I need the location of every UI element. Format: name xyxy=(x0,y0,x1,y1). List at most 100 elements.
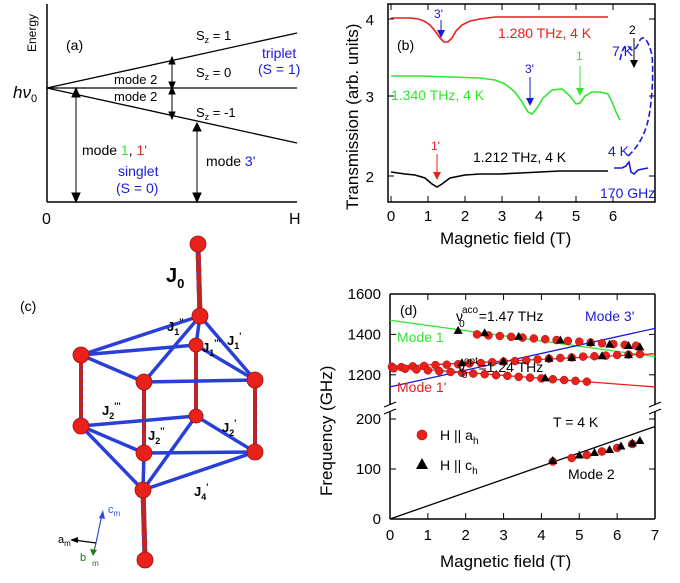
opt-label: νopt 0=1.24 THz xyxy=(458,356,543,381)
data-point-circle xyxy=(510,356,520,366)
data-point-circle xyxy=(472,330,482,339)
data-point-circle xyxy=(503,371,512,381)
data-point-circle xyxy=(434,366,444,376)
sz-minus-label: Sz = -1 xyxy=(196,105,236,122)
panel-b-x-ticklabel: 0 xyxy=(387,208,395,225)
atom xyxy=(135,444,153,462)
data-point-circle xyxy=(548,374,558,384)
data-point-circle xyxy=(533,355,542,364)
panel-b-y-ticklabel-4: 4 xyxy=(366,12,374,29)
svg-text:2: 2 xyxy=(629,23,636,37)
data-point-triangle xyxy=(574,450,584,459)
data-point-circle xyxy=(431,360,440,370)
data-point-triangle xyxy=(499,356,509,365)
trace-red xyxy=(391,16,608,43)
data-point-circle xyxy=(423,366,433,375)
panel-d-label: (d) xyxy=(400,302,417,318)
data-point-circle xyxy=(506,332,516,342)
axis-a-label: am xyxy=(58,534,71,548)
atom xyxy=(134,481,152,499)
data-point-circle xyxy=(556,353,565,363)
panel-a-energy-label: Energy xyxy=(25,14,39,52)
data-point-triangle xyxy=(589,448,599,456)
atoms xyxy=(72,235,264,569)
panel-d-x-ticklabel: 5 xyxy=(575,527,583,544)
data-point-circle xyxy=(476,358,486,368)
data-point-circle xyxy=(559,375,569,385)
panel-c: (c) xyxy=(20,235,264,569)
panel-d-y-ticklabels: 1200 1400 1600 0 100 200 xyxy=(348,286,381,528)
mode1-line-label: Mode 1 xyxy=(397,329,444,345)
data-point-circle xyxy=(590,351,599,361)
panel-b-x-ticklabel: 4 xyxy=(535,208,543,225)
mode3-arrow xyxy=(192,121,202,204)
data-point-triangle xyxy=(555,335,565,344)
data-point-triangle xyxy=(540,373,550,382)
data-point-triangle xyxy=(624,350,633,359)
panel-d-x-ticklabels: 0 1 2 3 4 5 6 7 xyxy=(386,527,659,544)
mode2-lower: mode 2 xyxy=(114,89,157,104)
mode3-label: mode 3' xyxy=(206,153,255,169)
data-point-triangle xyxy=(514,331,524,340)
data-point-circle xyxy=(465,359,474,368)
trace-blue-solid xyxy=(614,160,649,176)
data-point-circle xyxy=(635,349,645,359)
data-point-triangle xyxy=(453,325,463,334)
j2ppp-label: J2''' xyxy=(102,401,121,421)
data-point-circle xyxy=(540,334,550,344)
panel-d-x-ticklabel: 1 xyxy=(424,527,432,544)
axis-break-marks xyxy=(383,401,662,415)
panel-d-y-ticklabel: 1200 xyxy=(348,367,381,384)
data-point-triangle xyxy=(605,339,615,348)
trace-green xyxy=(391,75,621,121)
data-point-triangle xyxy=(544,353,554,362)
panel-b-x-ticklabel: 6 xyxy=(609,208,617,225)
panel-d-y-ticklabel: 1600 xyxy=(348,286,381,303)
atom xyxy=(188,337,204,353)
panel-d-x-ticklabel: 2 xyxy=(462,527,470,544)
panel-b-y-ticks xyxy=(388,18,655,177)
svg-text:3': 3' xyxy=(525,62,534,76)
trace-blue xyxy=(619,37,654,157)
blue-4k-label: 4 K xyxy=(608,143,630,159)
arrow-green-3: 3' xyxy=(525,62,534,106)
j1pp-label: J1'' xyxy=(167,317,184,337)
mode2-arrow-upper xyxy=(168,55,176,91)
blue-freq-label: 170 GHz xyxy=(600,185,655,201)
panel-b-frame xyxy=(387,3,656,203)
atom xyxy=(246,371,264,389)
singlet-spin: (S = 0) xyxy=(116,180,158,196)
data-point-circle xyxy=(578,352,588,361)
j1p-label: J1' xyxy=(227,331,241,351)
data-point-circle xyxy=(582,450,592,460)
j0-label: J0 xyxy=(166,265,184,291)
data-point-triangle xyxy=(624,341,633,350)
panel-b-x-ticklabel: 1 xyxy=(424,208,432,225)
data-point-triangle xyxy=(586,337,596,346)
data-point-circle xyxy=(491,370,501,380)
data-point-circle xyxy=(522,356,531,365)
data-point-triangle xyxy=(627,438,637,447)
panel-d: 0 1 2 3 4 5 6 7 1200 1400 1600 0 100 200 Frequency (… xyxy=(317,286,662,571)
panel-b-x-ticklabels: 0 1 2 3 4 5 6 xyxy=(387,208,617,225)
data-point-circle xyxy=(597,339,607,348)
data-point-circle xyxy=(446,367,455,377)
data-point-circle xyxy=(412,365,421,374)
data-point-circle xyxy=(480,369,489,379)
sz-plus-label: Sz = 1 xyxy=(196,28,231,45)
panel-b-y-ticklabel-3: 3 xyxy=(366,89,374,106)
arrow-red-3: 3' xyxy=(434,7,445,38)
data-point-circle xyxy=(442,360,452,369)
panel-d-x-ticklabel: 0 xyxy=(386,527,394,544)
blue-7k-label: 7 K xyxy=(612,43,634,59)
data-point-circle xyxy=(469,369,478,378)
triplet-spin: (S = 1) xyxy=(258,61,300,77)
panel-d-y-ticklabel: 200 xyxy=(356,411,381,428)
j2pp-label: J2'' xyxy=(148,426,165,446)
atom xyxy=(135,373,153,391)
data-point-triangle xyxy=(480,328,490,337)
panel-b-x-ticklabel: 3 xyxy=(498,208,506,225)
panel-a: Energy (a) 0 H hν0 Sz = 1 Sz = 0 Sz = -1… xyxy=(13,4,301,228)
